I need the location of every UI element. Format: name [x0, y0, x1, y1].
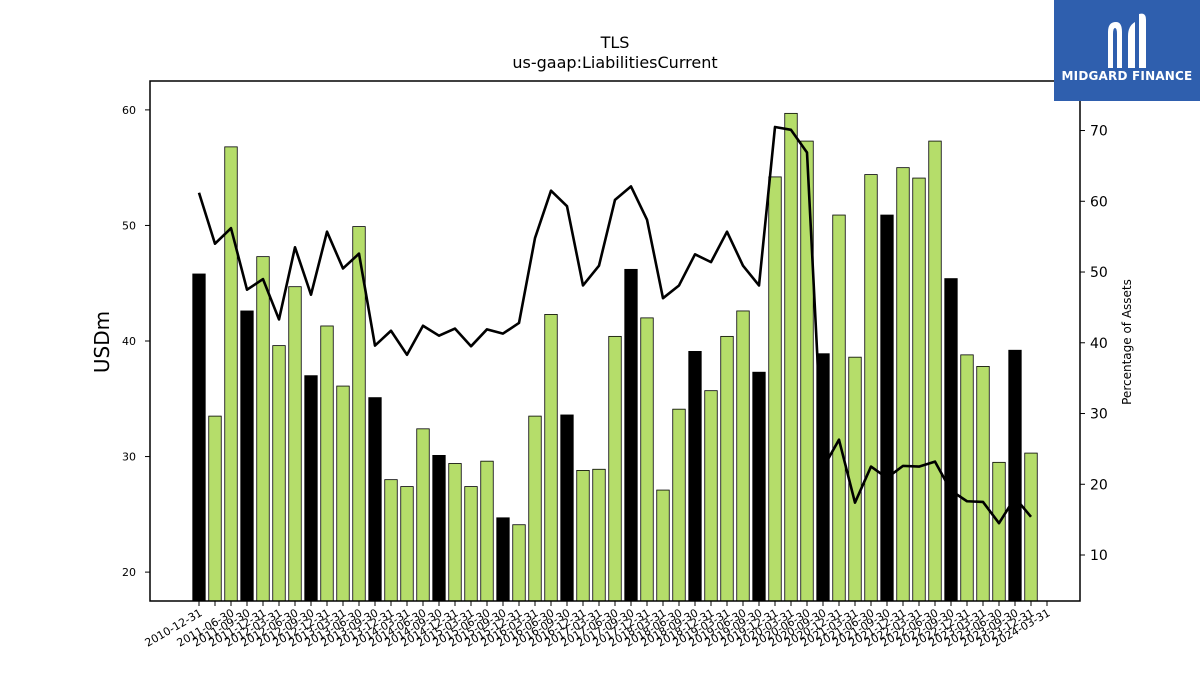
bar-2022-12-31 — [960, 354, 974, 602]
bar-2019-03-31 — [720, 335, 734, 602]
y-axis-label: USDm — [90, 311, 114, 373]
bar-2014-06-30 — [416, 428, 430, 602]
bar-2021-12-31 — [896, 167, 910, 602]
y2-tick-label: 10 — [1090, 548, 1108, 564]
y2-tick-label: 30 — [1090, 407, 1108, 423]
bar-2020-06-30 — [800, 140, 814, 602]
bar-2012-03-31 — [272, 345, 286, 602]
bar-2016-09-30 — [560, 414, 574, 602]
bar-2020-12-31 — [832, 214, 846, 602]
logo-text: MIDGARD FINANCE — [1061, 69, 1193, 83]
bar-2017-12-31 — [640, 317, 654, 602]
chart-title: TLS — [600, 33, 630, 52]
y2-tick-label: 70 — [1090, 124, 1108, 140]
midgard-finance-logo: MIDGARD FINANCE — [1054, 0, 1200, 101]
bar-2013-12-31 — [384, 479, 398, 602]
pct-line-series — [197, 125, 1032, 525]
bar-2023-12-31 — [1024, 452, 1038, 602]
bar-2015-06-30 — [480, 460, 494, 602]
bar-2011-12-31 — [256, 256, 270, 602]
y-tick-label: 30 — [122, 451, 136, 464]
bar-2021-03-31 — [848, 356, 862, 602]
y-tick-label: 40 — [122, 335, 136, 348]
bar-2012-06-30 — [288, 286, 302, 602]
y2-tick-label: 40 — [1090, 336, 1108, 352]
bar-2015-09-30 — [496, 517, 510, 602]
y2-tick-label: 50 — [1090, 265, 1108, 281]
bar-2015-03-31 — [464, 486, 478, 602]
bar-2014-12-31 — [448, 463, 462, 602]
bar-2011-03-31 — [208, 415, 222, 602]
bar-2022-03-31 — [912, 177, 926, 602]
bar-2018-12-31 — [704, 390, 718, 602]
bar-2013-09-30 — [368, 397, 382, 602]
bar-2016-06-30 — [544, 314, 558, 602]
y2-tick-label: 60 — [1090, 194, 1108, 210]
bar-2014-03-31 — [400, 486, 414, 602]
bar-2018-09-30 — [688, 350, 702, 602]
bar-2011-06-30 — [224, 146, 238, 602]
bar-2019-09-30 — [752, 371, 766, 602]
bar-2012-12-31 — [320, 325, 334, 602]
bar-2018-03-31 — [656, 489, 670, 602]
bar-2021-09-30 — [880, 214, 894, 602]
bar-2015-12-31 — [512, 524, 526, 602]
bar-2017-09-30 — [624, 268, 638, 602]
pct-of-assets-line — [197, 125, 1032, 525]
bar-2023-06-30 — [992, 461, 1006, 602]
bar-2019-12-31 — [768, 176, 782, 602]
bar-2020-03-31 — [784, 112, 798, 602]
bar-2016-03-31 — [528, 415, 542, 602]
bar-2013-03-31 — [336, 385, 350, 602]
bar-2018-06-30 — [672, 408, 686, 602]
bar-2012-09-30 — [304, 375, 318, 602]
y-tick-label: 60 — [122, 104, 136, 117]
bar-2011-09-30 — [240, 310, 254, 602]
chart-subtitle: us-gaap:LiabilitiesCurrent — [512, 53, 717, 72]
bar-2017-06-30 — [608, 335, 622, 602]
bar-2022-09-30 — [944, 278, 958, 602]
bar-2019-06-30 — [736, 310, 750, 602]
bar-2014-09-30 — [432, 454, 446, 602]
logo-mark-icon — [1108, 13, 1146, 69]
bar-2010-12-31 — [192, 273, 206, 602]
bar-2017-03-31 — [592, 468, 606, 602]
y-tick-label: 20 — [122, 566, 136, 579]
bar-2023-09-30 — [1008, 349, 1022, 602]
bar-2023-03-31 — [976, 366, 990, 602]
bar-2022-06-30 — [928, 140, 942, 602]
y2-axis-label: Percentage of Assets — [1120, 279, 1134, 405]
y2-tick-label: 20 — [1090, 477, 1108, 493]
y-tick-label: 50 — [122, 219, 136, 232]
bar-series — [192, 112, 1038, 602]
bar-2021-06-30 — [864, 174, 878, 602]
bar-2016-12-31 — [576, 470, 590, 602]
